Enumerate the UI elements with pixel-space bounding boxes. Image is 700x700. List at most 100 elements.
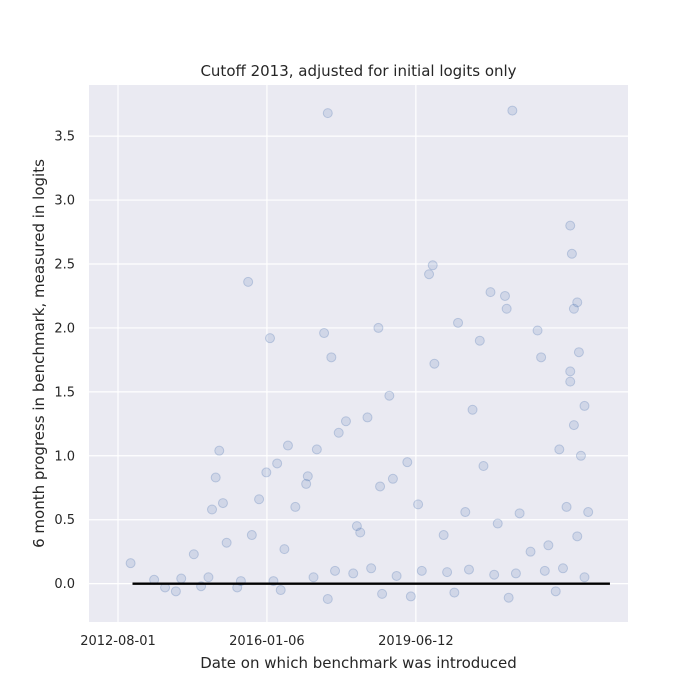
data-point	[210, 472, 221, 483]
x-tick-label: 2016-01-06	[229, 634, 305, 649]
data-point	[221, 537, 232, 548]
data-point	[290, 501, 301, 512]
data-point	[243, 276, 254, 287]
data-point	[583, 507, 594, 518]
data-point	[279, 544, 290, 555]
data-point	[478, 461, 489, 472]
data-point	[322, 108, 333, 119]
data-point	[575, 450, 586, 461]
data-point	[413, 499, 424, 510]
data-point	[254, 494, 265, 505]
data-points	[125, 105, 594, 604]
data-point	[557, 563, 568, 574]
data-point	[474, 335, 485, 346]
data-point	[499, 290, 510, 301]
data-point	[176, 573, 187, 584]
data-point	[507, 105, 518, 116]
data-point	[333, 427, 344, 438]
data-point	[424, 269, 435, 280]
chart-title: Cutoff 2013, adjusted for initial logits…	[200, 62, 516, 80]
data-point	[568, 420, 579, 431]
data-point	[460, 507, 471, 518]
y-tick-labels: 0.0 0.5 1.0 1.5 2.0 2.5 3.0 3.5	[54, 130, 75, 593]
data-point	[572, 531, 583, 542]
data-point	[453, 317, 464, 328]
data-point	[272, 458, 283, 469]
y-tick-label: 0.0	[54, 577, 75, 592]
data-point	[282, 440, 293, 451]
data-point	[565, 376, 576, 387]
data-point	[510, 568, 521, 579]
data-point	[377, 588, 388, 599]
data-point	[536, 352, 547, 363]
data-point	[373, 322, 384, 333]
y-tick-label: 2.0	[54, 321, 75, 336]
data-point	[387, 473, 398, 484]
data-point	[362, 412, 373, 423]
data-point	[503, 592, 514, 603]
data-point	[301, 478, 312, 489]
data-point	[375, 481, 386, 492]
data-point	[579, 572, 590, 583]
data-point	[427, 260, 438, 271]
data-point	[125, 558, 136, 569]
y-axis-label: 6 month progress in benchmark, measured …	[30, 159, 48, 548]
data-point	[355, 527, 366, 538]
y-tick-label: 1.0	[54, 449, 75, 464]
data-point	[579, 400, 590, 411]
data-point	[463, 564, 474, 575]
data-point	[539, 565, 550, 576]
data-point	[351, 521, 362, 532]
data-point	[217, 498, 228, 509]
data-point	[308, 572, 319, 583]
data-point	[214, 445, 225, 456]
data-point	[467, 404, 478, 415]
data-point	[566, 248, 577, 259]
data-point	[366, 563, 377, 574]
data-point	[326, 352, 337, 363]
data-point	[319, 328, 330, 339]
y-tick-label: 1.5	[54, 385, 75, 400]
data-point	[550, 586, 561, 597]
data-point	[525, 546, 536, 557]
data-point	[170, 586, 181, 597]
x-tick-labels: 2012-08-01 2016-01-06 2019-06-12	[80, 634, 453, 649]
data-point	[429, 358, 440, 369]
data-point	[532, 325, 543, 336]
data-point	[207, 504, 218, 515]
data-point	[405, 591, 416, 602]
data-point	[492, 518, 503, 529]
data-point	[330, 565, 341, 576]
data-point	[572, 297, 583, 308]
y-tick-label: 3.0	[54, 194, 75, 209]
data-point	[543, 540, 554, 551]
x-gridlines	[117, 85, 417, 622]
data-point	[302, 471, 313, 482]
plot-background	[89, 85, 628, 622]
data-point	[261, 467, 272, 478]
data-point	[514, 508, 525, 519]
data-point	[322, 593, 333, 604]
data-point	[501, 303, 512, 314]
data-point	[449, 587, 460, 598]
data-point	[311, 444, 322, 455]
data-point	[573, 347, 584, 358]
y-gridlines	[89, 135, 628, 585]
data-point	[442, 567, 453, 578]
data-point	[275, 585, 286, 596]
data-point	[568, 303, 579, 314]
x-axis-label: Date on which benchmark was introduced	[200, 654, 517, 672]
data-point	[402, 457, 413, 468]
data-point	[554, 444, 565, 455]
y-tick-label: 2.5	[54, 258, 75, 273]
data-point	[565, 366, 576, 377]
data-point	[416, 565, 427, 576]
data-point	[485, 287, 496, 298]
data-point	[265, 333, 276, 344]
data-point	[391, 570, 402, 581]
data-point	[384, 390, 395, 401]
data-point	[203, 572, 214, 583]
data-point	[188, 549, 199, 560]
y-tick-label: 3.5	[54, 130, 75, 145]
